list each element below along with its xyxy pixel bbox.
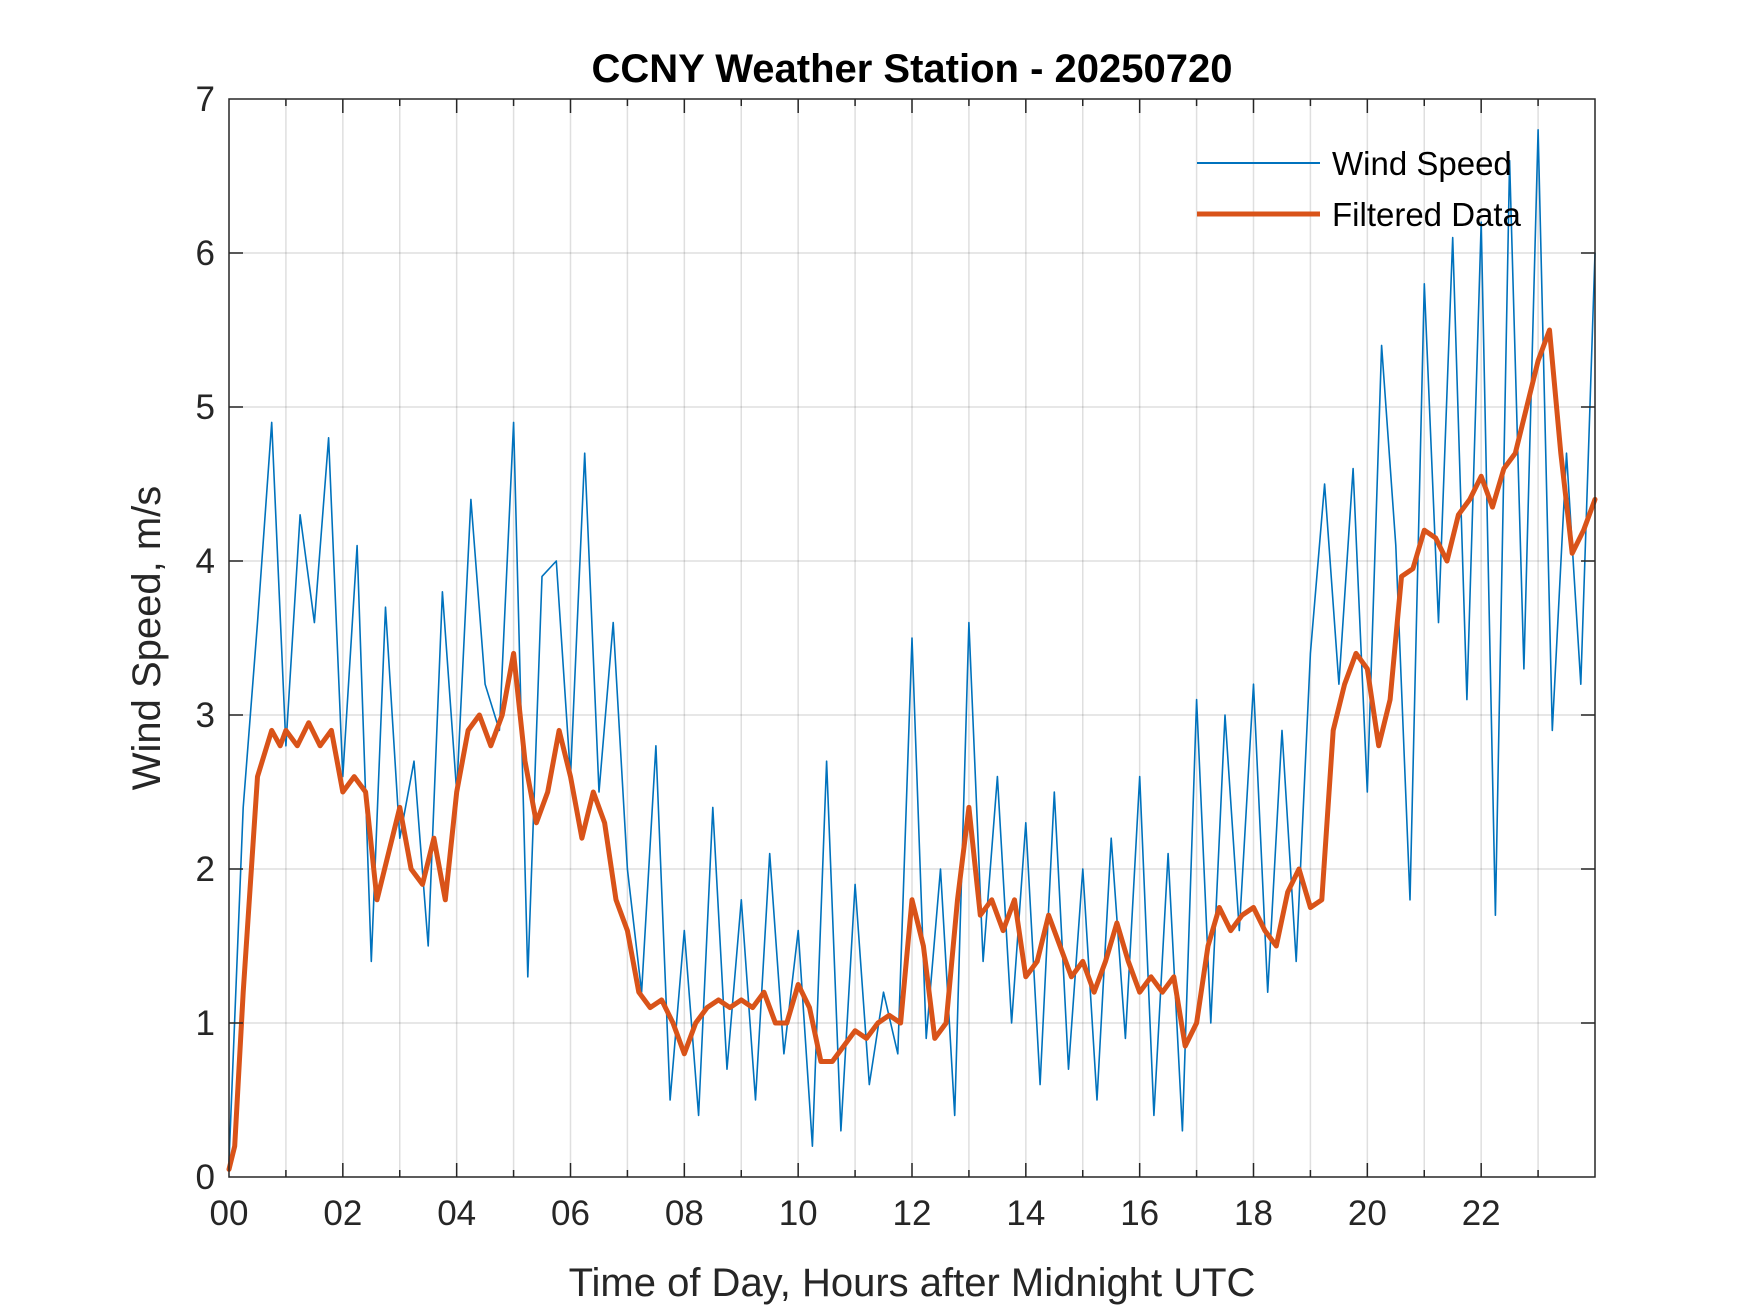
- x-tick-label: 08: [665, 1194, 704, 1233]
- x-tick-label: 12: [893, 1194, 932, 1233]
- filtered-data-line: [226, 327, 1598, 1172]
- x-tick-label: 14: [1006, 1194, 1045, 1233]
- legend-label-wind-speed: Wind Speed: [1332, 145, 1512, 182]
- x-tick-label: 18: [1234, 1194, 1273, 1233]
- y-tick-label: 6: [196, 234, 215, 273]
- x-tick-label: 10: [779, 1194, 818, 1233]
- x-axis-label: Time of Day, Hours after Midnight UTC: [569, 1261, 1256, 1305]
- x-tick-label: 06: [551, 1194, 590, 1233]
- x-tick-label: 16: [1120, 1194, 1159, 1233]
- y-axis-label: Wind Speed, m/s: [125, 486, 169, 791]
- y-tick-label: 1: [196, 1004, 215, 1043]
- y-tick-label: 3: [196, 696, 215, 735]
- y-tick-label: 7: [196, 80, 215, 119]
- legend: Wind Speed Filtered Data: [1197, 145, 1522, 233]
- x-tick-label: 22: [1462, 1194, 1501, 1233]
- x-tick-label: 02: [323, 1194, 362, 1233]
- chart-title: CCNY Weather Station - 20250720: [592, 47, 1233, 91]
- y-tick-label: 0: [196, 1158, 215, 1197]
- x-tick-label: 20: [1348, 1194, 1387, 1233]
- x-tick-label: 00: [210, 1194, 249, 1233]
- y-tick-label: 5: [196, 388, 215, 427]
- legend-label-filtered-data: Filtered Data: [1332, 196, 1522, 233]
- series-layer: [226, 129, 1598, 1172]
- y-tick-label: 2: [196, 850, 215, 889]
- y-tick-label: 4: [196, 542, 215, 581]
- x-tick-label: 04: [437, 1194, 476, 1233]
